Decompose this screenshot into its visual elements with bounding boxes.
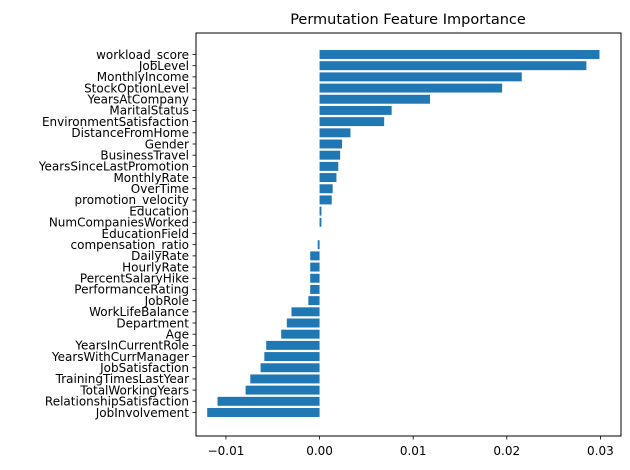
y-tick-label: JobSatisfaction: [99, 361, 189, 375]
bar-StockOptionLevel: [319, 83, 503, 93]
bar-JobLevel: [319, 61, 587, 71]
y-tick-label: HourlyRate: [122, 260, 189, 274]
bar-HourlyRate: [310, 262, 320, 272]
y-tick-label: promotion_velocity: [74, 193, 189, 207]
bar-Age: [281, 329, 320, 339]
bar-Department: [286, 318, 320, 328]
bar-TrainingTimesLastYear: [250, 374, 320, 384]
y-tick-label: OverTime: [131, 182, 189, 196]
y-tick-label: TotalWorkingYears: [79, 383, 189, 397]
y-tick-label: DistanceFromHome: [71, 126, 189, 140]
bar-MaritalStatus: [319, 105, 392, 115]
x-tick-label: 0.03: [587, 444, 614, 458]
y-tick-label: JobLevel: [138, 59, 189, 73]
bar-DailyRate: [310, 251, 320, 261]
x-tick-label: 0.02: [493, 444, 520, 458]
x-ticks: −0.01 0.00 0.01 0.02 0.03: [208, 436, 614, 458]
bar-YearsSinceLastPromotion: [319, 161, 339, 171]
y-tick-label: EnvironmentSatisfaction: [42, 115, 189, 129]
bars-group: [207, 50, 600, 417]
y-tick-label: MonthlyRate: [113, 171, 189, 185]
plot-frame: [195, 32, 622, 437]
bar-Gender: [319, 139, 343, 149]
bar-NumCompaniesWorked: [319, 217, 322, 227]
bar-WorkLifeBalance: [291, 307, 320, 317]
y-tick-label: JobInvolvement: [95, 406, 190, 420]
y-tick-label: Department: [116, 316, 189, 330]
x-tick-label: −0.01: [208, 444, 245, 458]
y-tick-label: YearsWithCurrManager: [51, 350, 189, 364]
y-tick-label: YearsSinceLastPromotion: [38, 160, 189, 174]
bar-YearsWithCurrManager: [264, 352, 320, 362]
y-tick-label: Age: [166, 327, 189, 341]
y-tick-label: StockOptionLevel: [84, 81, 189, 95]
y-tick-labels: workload_scoreJobLevelMonthlyIncomeStock…: [38, 48, 196, 420]
bar-YearsAtCompany: [319, 94, 431, 104]
bar-BusinessTravel: [319, 150, 341, 160]
y-tick-label: EducationField: [102, 227, 189, 241]
bar-MonthlyIncome: [319, 72, 522, 82]
y-tick-label: MonthlyIncome: [97, 70, 189, 84]
x-tick-label: 0.00: [306, 444, 333, 458]
y-tick-label: DailyRate: [131, 249, 189, 263]
y-tick-label: JobRole: [144, 294, 189, 308]
y-tick-label: NumCompaniesWorked: [49, 216, 189, 230]
bar-PercentSalaryHike: [310, 273, 320, 283]
x-tick-label: 0.01: [400, 444, 427, 458]
y-tick-label: YearsInCurrentRole: [74, 339, 189, 353]
bar-TotalWorkingYears: [245, 385, 320, 395]
y-tick-label: TrainingTimesLastYear: [55, 372, 189, 386]
bar-YearsInCurrentRole: [266, 340, 320, 350]
chart-title: Permutation Feature Importance: [290, 12, 526, 28]
y-tick-label: MaritalStatus: [109, 104, 189, 118]
y-tick-label: WorkLifeBalance: [89, 305, 189, 319]
y-tick-label: RelationshipSatisfaction: [45, 395, 189, 409]
bar-MonthlyRate: [319, 173, 337, 183]
bar-promotion_velocity: [319, 195, 332, 205]
y-tick-label: workload_score: [96, 48, 189, 62]
y-tick-label: Education: [129, 204, 189, 218]
y-tick-label: BusinessTravel: [100, 148, 189, 162]
bar-RelationshipSatisfaction: [217, 396, 320, 406]
bar-JobRole: [308, 296, 320, 306]
bar-Education: [319, 206, 322, 216]
bar-DistanceFromHome: [319, 128, 351, 138]
bar-workload_score: [319, 50, 600, 59]
bar-EnvironmentSatisfaction: [319, 117, 385, 127]
y-tick-label: Gender: [145, 137, 189, 151]
bar-JobSatisfaction: [260, 363, 320, 373]
bar-JobInvolvement: [207, 408, 320, 417]
y-tick-label: PercentSalaryHike: [80, 272, 189, 286]
y-tick-label: YearsAtCompany: [87, 93, 189, 107]
y-tick-label: PerformanceRating: [74, 283, 189, 297]
bar-OverTime: [319, 184, 333, 194]
bar-PerformanceRating: [310, 284, 320, 294]
y-tick-label: compensation_ratio: [71, 238, 190, 252]
bar-compensation_ratio: [317, 240, 320, 250]
